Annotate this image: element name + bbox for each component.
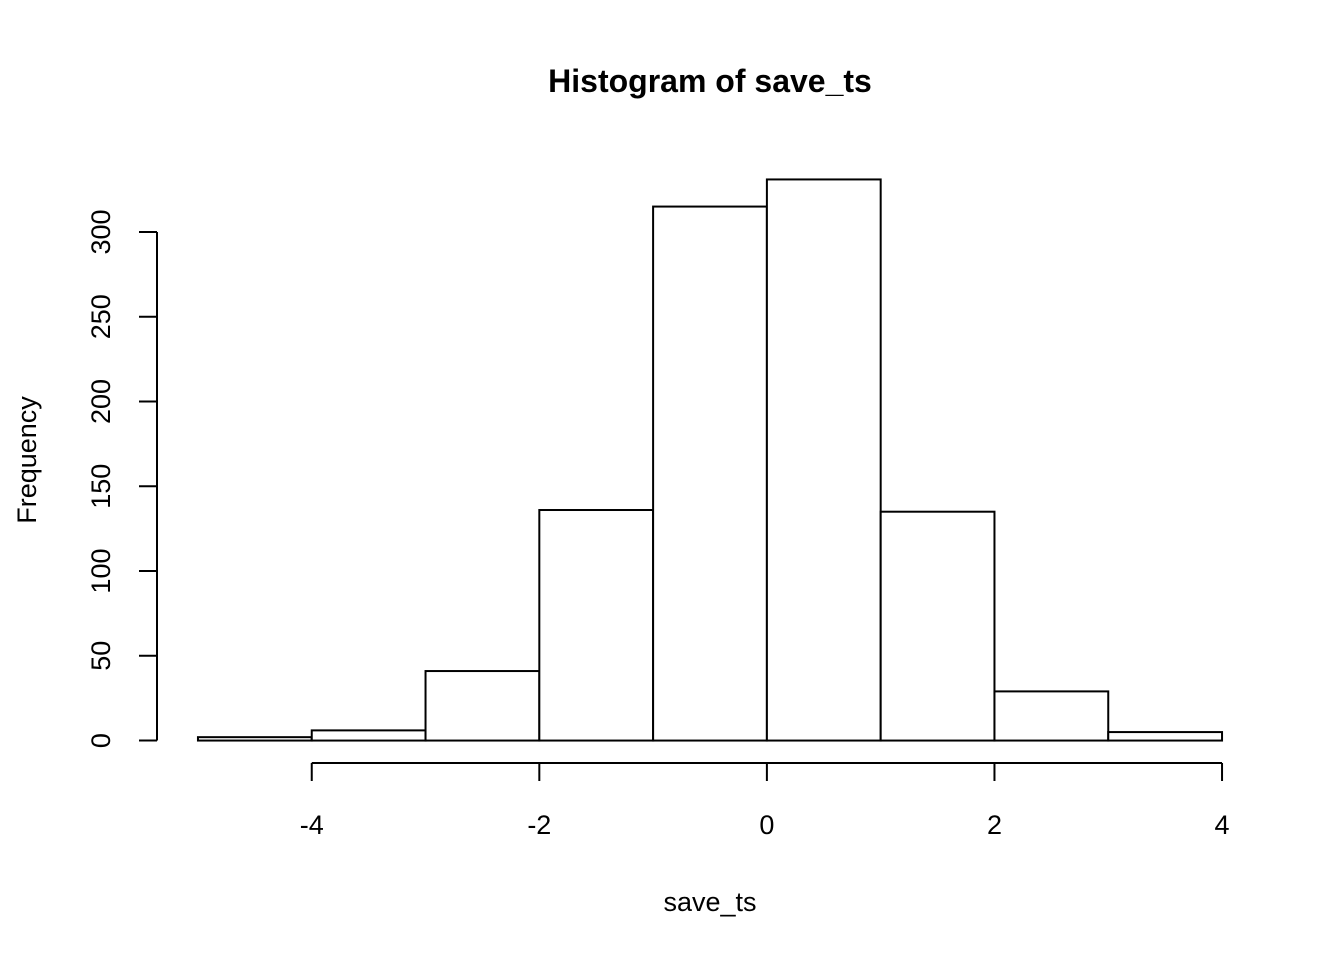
bar — [765, 178, 882, 742]
bar — [1107, 731, 1224, 742]
x-tick-label: 2 — [987, 810, 1002, 840]
bar — [196, 736, 313, 742]
bar — [652, 205, 768, 742]
y-tick-label: 300 — [86, 209, 116, 254]
bar — [538, 509, 655, 742]
y-axis-label: Frequency — [12, 396, 42, 524]
y-tick-label: 0 — [86, 733, 116, 748]
y-tick-label: 150 — [86, 464, 116, 509]
x-tick-label: -2 — [527, 810, 551, 840]
bar — [424, 670, 541, 742]
x-tick-label: 0 — [759, 810, 774, 840]
y-tick-label: 250 — [86, 294, 116, 339]
y-tick-label: 50 — [86, 641, 116, 671]
bar — [310, 729, 427, 742]
x-tick-label: 4 — [1215, 810, 1230, 840]
x-axis-label: save_ts — [663, 887, 756, 917]
chart-title: Histogram of save_ts — [548, 63, 872, 99]
bar — [879, 510, 996, 742]
y-tick-label: 200 — [86, 379, 116, 424]
bar — [993, 690, 1110, 742]
x-tick-label: -4 — [300, 810, 324, 840]
y-tick-label: 100 — [86, 549, 116, 594]
